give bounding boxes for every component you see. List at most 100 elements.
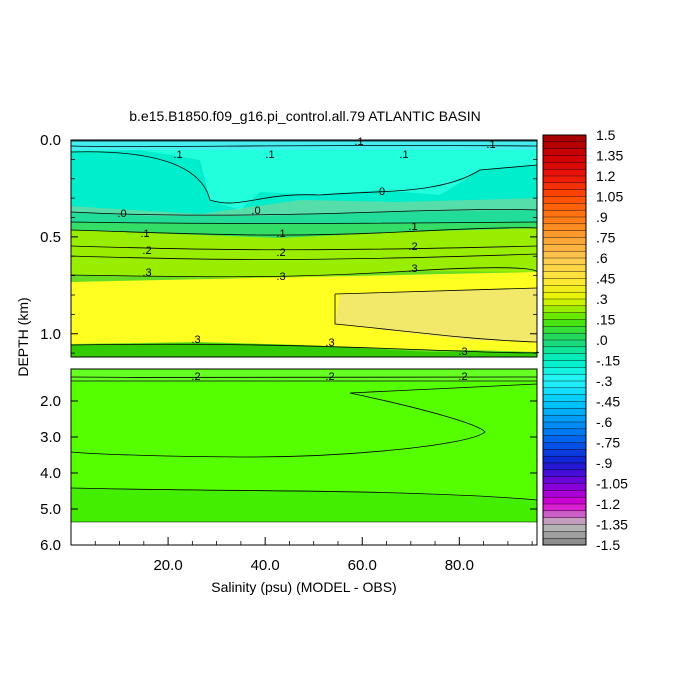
colorbar-frame — [542, 134, 587, 546]
colorbar-swatch — [542, 332, 587, 341]
colorbar-swatch — [542, 455, 587, 464]
colorbar-swatch — [542, 264, 587, 273]
lower-y-ticks: 2.0 3.0 4.0 5.0 6.0 — [40, 393, 537, 554]
colorbar-swatch — [542, 244, 587, 252]
colorbar-swatch — [542, 510, 587, 519]
colorbar-swatches — [542, 134, 587, 546]
chart-title: b.e15.B1850.f09_g16.pi_control.all.79 AT… — [129, 108, 481, 124]
contour-label: .2 — [191, 371, 200, 383]
contour-line — [70, 209, 538, 216]
x-tick-label: 40.0 — [251, 557, 280, 574]
y-tick-label: 1.0 — [40, 326, 61, 343]
colorbar-label: 1.05 — [596, 189, 623, 205]
colorbar-swatch — [542, 148, 587, 157]
colorbar-label: .3 — [596, 291, 608, 307]
colorbar-label: -1.05 — [596, 476, 628, 492]
contour-line — [334, 287, 538, 343]
colorbar-swatch — [542, 401, 587, 409]
upper-contour-labels: .1 .1 .1 .1 .1 0 .0 .0 .1 .1 .1 .2 .2 .2 .3 .3 .3 .3 .3 .3 — [117, 136, 495, 358]
contour-label: .2 — [142, 245, 151, 257]
colorbar-swatch — [542, 346, 587, 355]
colorbar-swatch — [542, 189, 587, 198]
region-yellow-core — [335, 288, 537, 342]
colorbar-swatch — [542, 278, 587, 286]
colorbar-label: -.6 — [596, 414, 613, 430]
contour-line — [70, 253, 538, 260]
contour-label: .3 — [142, 267, 151, 279]
contour-label: .2 — [325, 371, 334, 383]
upper-panel: .1.1.1.1.10.0.0.1.1.1.2.2.2.3.3.3.3.3.3 … — [40, 132, 539, 358]
colorbar-swatch — [542, 339, 587, 348]
y-tick-label: 5.0 — [40, 501, 61, 518]
x-axis-label: Salinity (psu) (MODEL - OBS) — [211, 579, 396, 595]
colorbar-label: -.15 — [596, 353, 620, 369]
upper-fill-regions — [71, 140, 537, 357]
colorbar-label: -.9 — [596, 455, 613, 471]
contour-label: .2 — [276, 247, 285, 259]
x-tick-label: 80.0 — [445, 557, 474, 574]
colorbar-swatch — [542, 360, 587, 368]
colorbar-label: .0 — [596, 332, 608, 348]
colorbar-swatch — [542, 373, 587, 382]
contour-label: .1 — [265, 149, 274, 161]
contour-label: .3 — [458, 346, 467, 358]
colorbar-swatch — [542, 230, 587, 239]
lower-panel: .2 .2 .2 2.0 3.0 4.0 5.0 6.0 20.0 40.0 60.0 80.0 — [40, 368, 538, 574]
contour-label: .1 — [354, 136, 363, 148]
contour-label: .1 — [173, 149, 182, 161]
y-tick-label: 3.0 — [40, 429, 61, 446]
contour-line — [70, 151, 538, 204]
contour-label: .1 — [276, 228, 285, 240]
colorbar-swatch — [542, 141, 587, 150]
x-ticks: 20.0 40.0 60.0 80.0 — [94, 537, 533, 574]
colorbar-label: -.75 — [596, 435, 620, 451]
region-band-neg0p1 — [71, 140, 537, 210]
colorbar-swatch — [542, 175, 587, 184]
colorbar-swatch — [542, 250, 587, 259]
colorbar-swatch — [542, 380, 587, 389]
upper-y-ticks: 0.00.51.0 — [40, 132, 537, 354]
colorbar-swatch — [542, 216, 587, 225]
colorbar-swatch — [542, 203, 587, 211]
region-upper-green — [71, 369, 537, 382]
contour-label: .2 — [458, 371, 467, 383]
contour-label: .3 — [191, 334, 200, 346]
contour-label: .3 — [325, 337, 334, 349]
contour-label: .1 — [486, 139, 495, 151]
contour-label: .2 — [408, 241, 417, 253]
colorbar-label: -.45 — [596, 394, 620, 410]
colorbar-swatch — [542, 312, 587, 320]
colorbar-label: 1.35 — [596, 148, 623, 164]
colorbar-swatch — [542, 469, 587, 478]
colorbar-swatch — [542, 291, 587, 300]
contour-line — [70, 227, 538, 236]
y-tick-label: 4.0 — [40, 465, 61, 482]
colorbar-swatch — [542, 476, 587, 484]
colorbar-swatch — [542, 490, 587, 498]
contour-label: 0 — [379, 186, 385, 198]
colorbar-label: .75 — [596, 230, 616, 246]
contour-label: .0 — [251, 205, 260, 217]
lower-fill-regions — [71, 369, 537, 522]
colorbar-label: 1.5 — [596, 127, 616, 143]
upper-panel-frame — [70, 139, 538, 358]
lower-panel-frame — [70, 368, 538, 546]
colorbar-labels: 1.5 1.35 1.2 1.05 .9 .75 .6 .45 .3 .15 .0 -.15 -.3 -.… — [596, 127, 628, 553]
region-band-neg0p15 — [71, 140, 537, 150]
contour-label: .1 — [399, 149, 408, 161]
contour-line — [70, 221, 538, 224]
colorbar-swatch — [542, 155, 587, 163]
colorbar-swatch — [542, 408, 587, 416]
colorbar: 1.5 1.35 1.2 1.05 .9 .75 .6 .45 .3 .15 .0 -.15 -.3 -.… — [542, 127, 628, 553]
colorbar-label: -1.5 — [596, 537, 620, 553]
colorbar-swatch — [542, 524, 587, 532]
colorbar-label: -1.35 — [596, 517, 628, 533]
colorbar-swatch — [542, 162, 587, 170]
colorbar-label: -1.2 — [596, 496, 620, 512]
colorbar-swatch — [542, 394, 587, 402]
colorbar-label: .9 — [596, 209, 608, 225]
colorbar-swatch — [542, 428, 587, 437]
lower-contour-labels: .2 .2 .2 — [191, 371, 467, 383]
colorbar-swatch — [542, 237, 587, 245]
